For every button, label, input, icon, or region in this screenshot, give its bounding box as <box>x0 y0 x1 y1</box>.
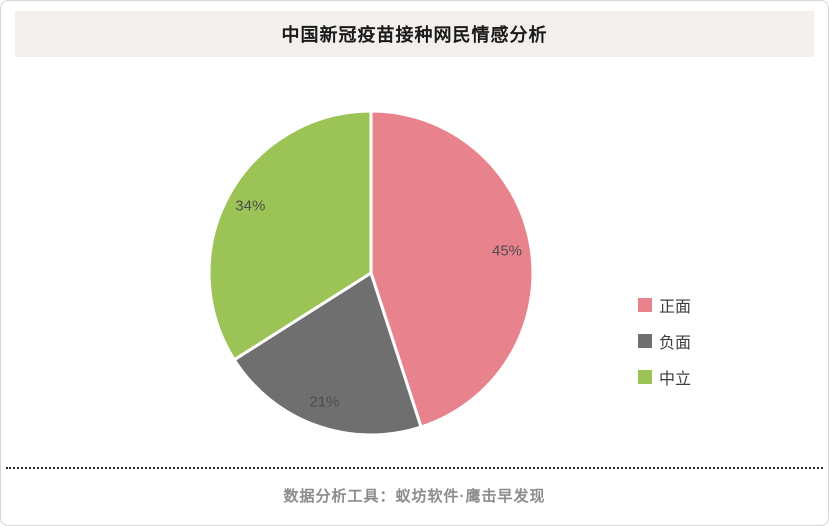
legend-swatch-negative <box>638 334 652 348</box>
chart-legend: 正面 负面 中立 <box>638 293 691 389</box>
pie-slice-positive <box>369 109 535 429</box>
chart-title: 中国新冠疫苗接种网民情感分析 <box>281 25 548 45</box>
legend-swatch-neutral <box>638 370 652 384</box>
chart-title-bar: 中国新冠疫苗接种网民情感分析 <box>15 11 814 57</box>
legend-item-positive: 正面 <box>638 293 691 317</box>
legend-swatch-positive <box>638 298 652 312</box>
dotted-divider <box>6 467 823 469</box>
legend-item-negative: 负面 <box>638 329 691 353</box>
pie-label-neutral: 34% <box>235 198 265 215</box>
legend-label-neutral: 中立 <box>659 371 692 388</box>
pie-slice-negative <box>232 270 423 437</box>
legend-label-positive: 正面 <box>659 299 692 316</box>
pie-label-positive: 45% <box>492 242 522 259</box>
legend-label-negative: 负面 <box>659 335 692 352</box>
pie-label-negative: 21% <box>309 394 339 411</box>
pie-chart: 45% 21% 34% <box>207 109 535 437</box>
pie-slice-neutral <box>207 109 373 362</box>
legend-item-neutral: 中立 <box>638 365 691 389</box>
footer-credit: 数据分析工具：蚁坊软件·鹰击早发现 <box>283 488 546 505</box>
